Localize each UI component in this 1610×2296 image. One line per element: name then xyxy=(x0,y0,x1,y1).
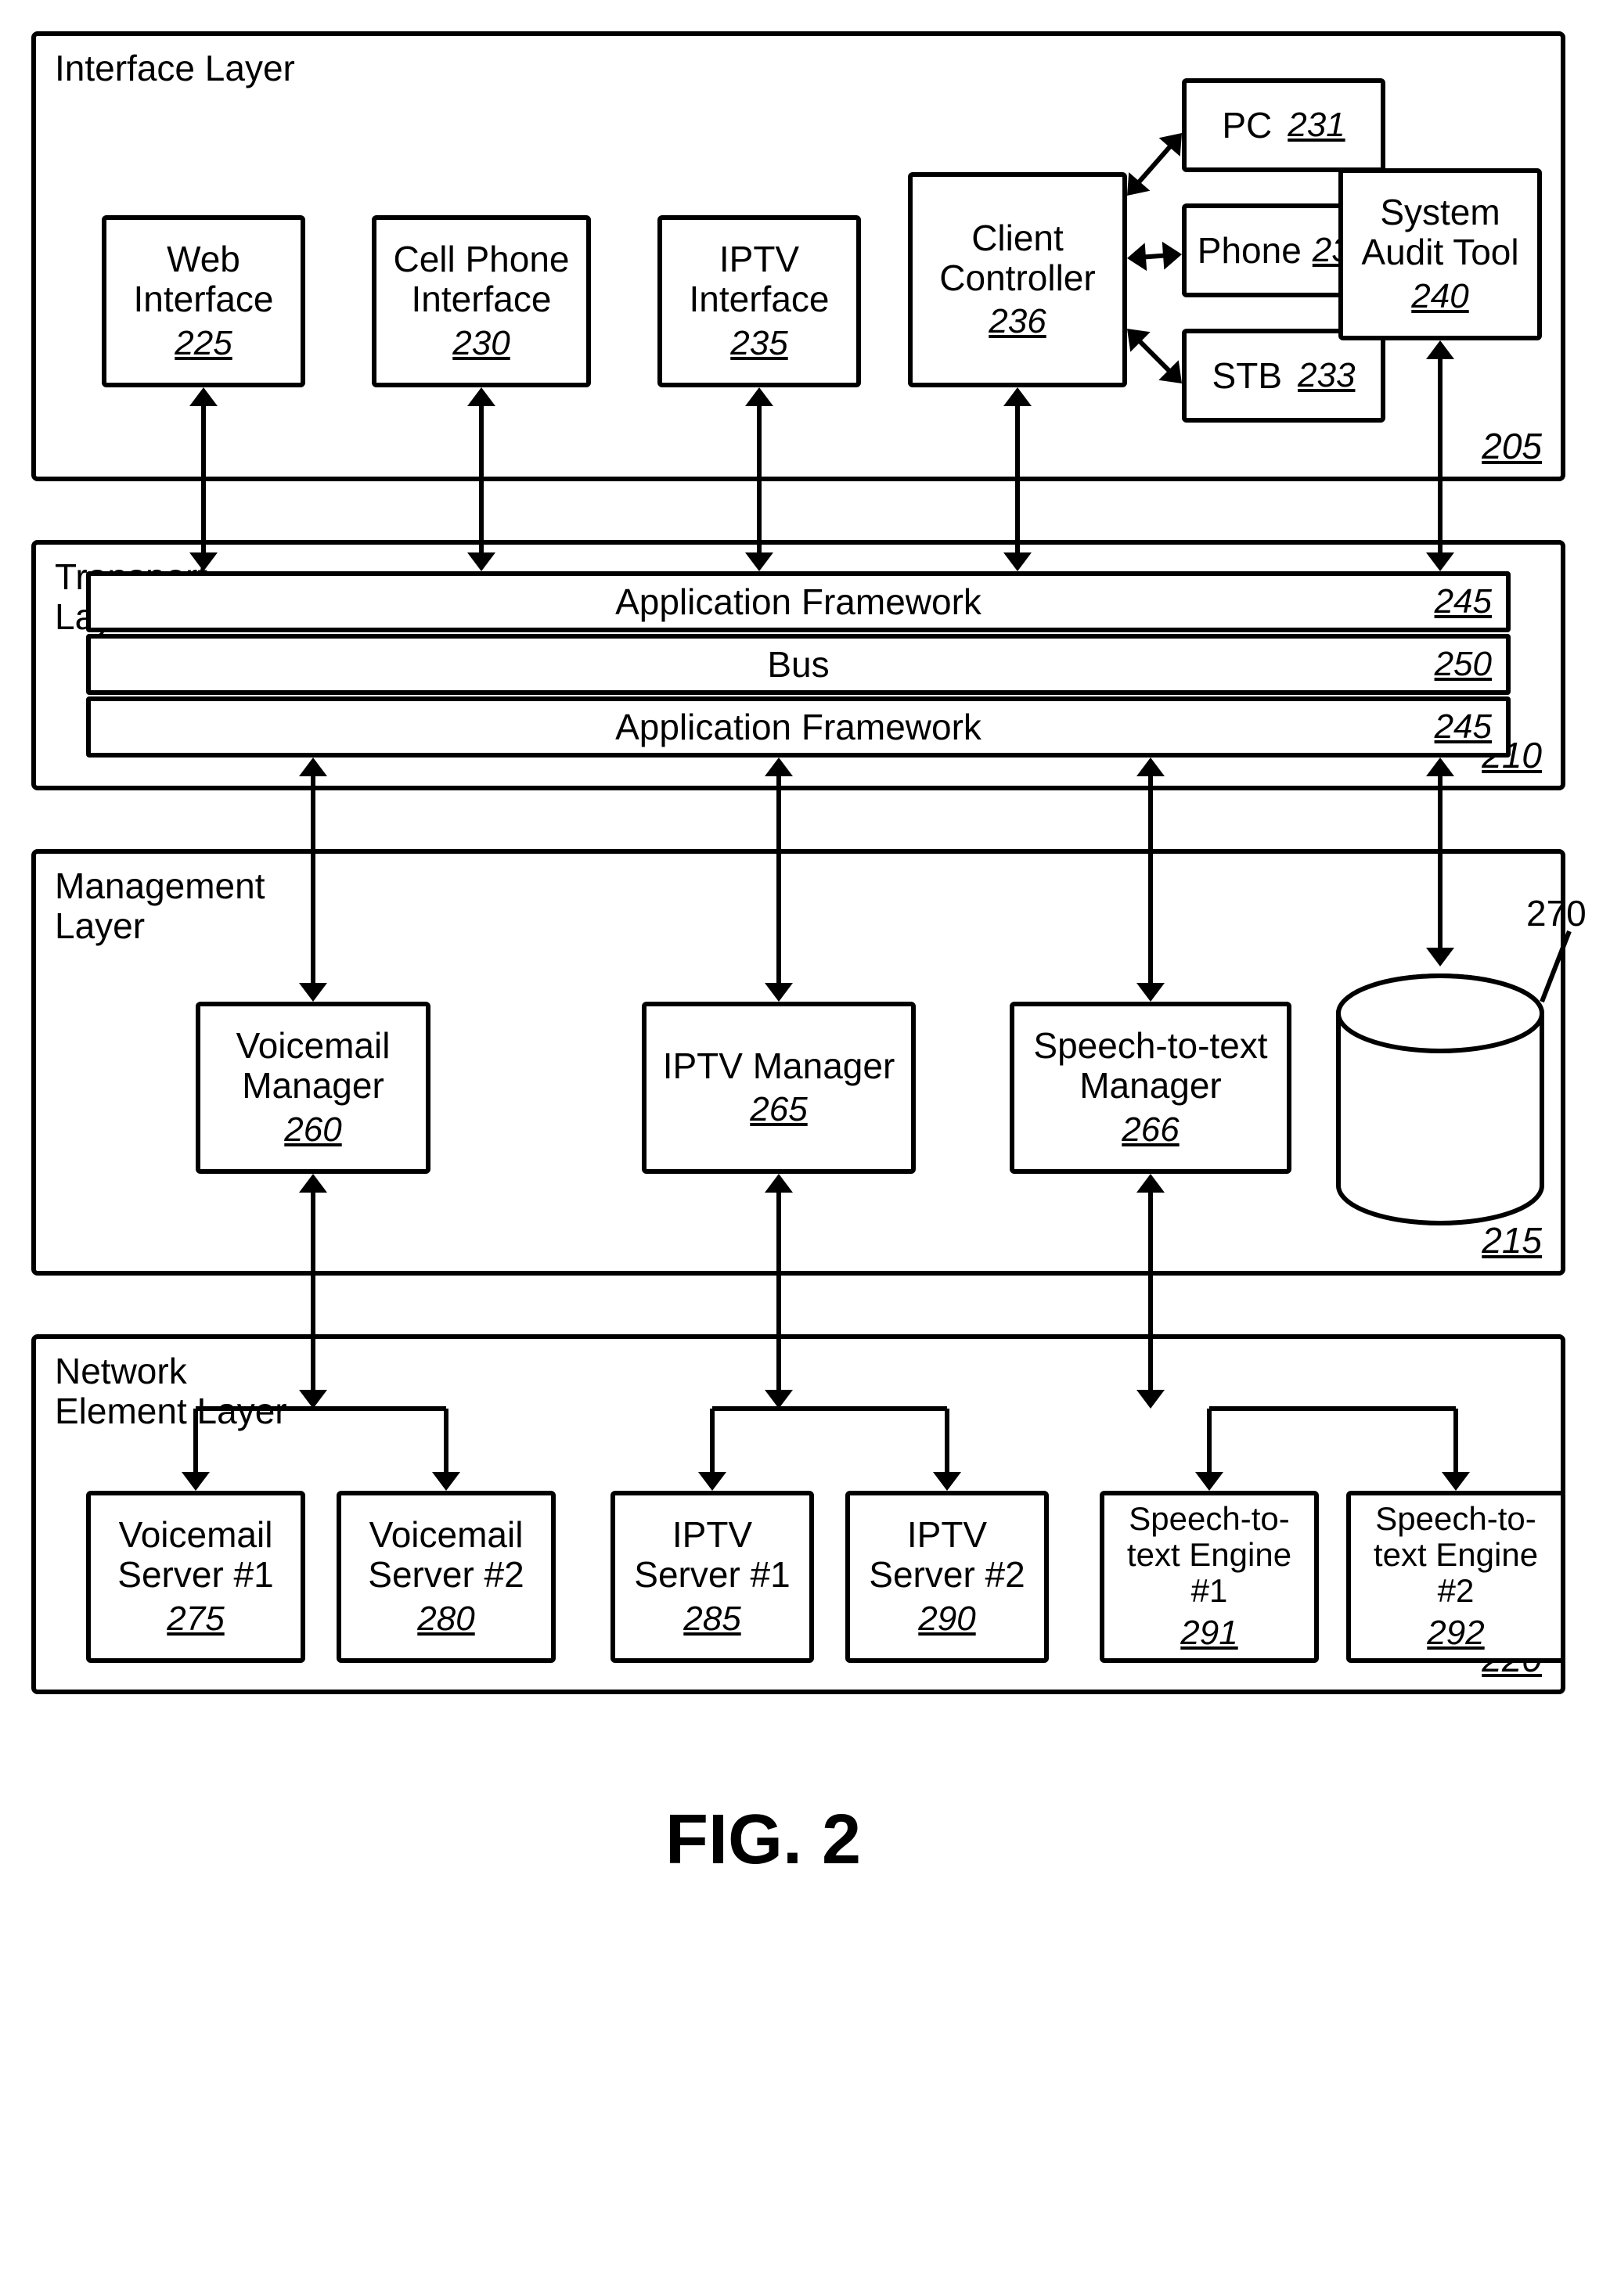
speech-to-text-manager-ref: 266 xyxy=(1122,1110,1179,1150)
iptv-manager-label: IPTV Manager xyxy=(663,1046,895,1086)
stt-engine-1-box: Speech-to- text Engine #1 291 xyxy=(1100,1491,1319,1663)
network-element-layer-title: Network Element Layer xyxy=(55,1351,287,1431)
stb-ref: 233 xyxy=(1298,356,1355,395)
stb-box: STB 233 xyxy=(1182,329,1385,423)
web-interface-box: Web Interface 225 xyxy=(102,215,305,387)
web-interface-ref: 225 xyxy=(175,324,232,363)
app-framework-top-ref: 245 xyxy=(1435,582,1492,621)
iptv-interface-ref: 235 xyxy=(730,324,787,363)
user-profile-database-label: User Profile Database xyxy=(1385,1064,1495,1183)
stt-engine-1-label: Speech-to- text Engine #1 xyxy=(1127,1501,1291,1610)
stt-engine-2-label: Speech-to- text Engine #2 xyxy=(1374,1501,1538,1610)
phone-label: Phone xyxy=(1198,231,1302,271)
management-layer-ref: 215 xyxy=(1482,1219,1542,1261)
iptv-server-1-box: IPTV Server #1 285 xyxy=(611,1491,814,1663)
app-framework-bottom-bar: Application Framework 245 xyxy=(86,696,1511,758)
system-audit-tool-ref: 240 xyxy=(1411,277,1468,316)
speech-to-text-manager-box: Speech-to-text Manager 266 xyxy=(1010,1002,1291,1174)
figure-caption: FIG. 2 xyxy=(665,1800,861,1880)
voicemail-server-1-box: Voicemail Server #1 275 xyxy=(86,1491,305,1663)
iptv-interface-box: IPTV Interface 235 xyxy=(657,215,861,387)
voicemail-server-2-label: Voicemail Server #2 xyxy=(368,1515,524,1594)
system-audit-tool-box: System Audit Tool 240 xyxy=(1338,168,1542,340)
pc-ref: 231 xyxy=(1288,106,1345,145)
iptv-server-2-ref: 290 xyxy=(918,1600,975,1639)
interface-layer-title: Interface Layer xyxy=(55,49,295,88)
voicemail-server-1-ref: 275 xyxy=(167,1600,224,1639)
app-framework-bottom-label: Application Framework xyxy=(615,706,981,748)
iptv-server-1-label: IPTV Server #1 xyxy=(634,1515,790,1594)
stt-engine-2-box: Speech-to- text Engine #2 292 xyxy=(1346,1491,1565,1663)
management-layer-title: Management Layer xyxy=(55,866,265,945)
iptv-manager-ref: 265 xyxy=(750,1090,807,1129)
bus-ref: 250 xyxy=(1435,645,1492,684)
voicemail-server-1-label: Voicemail Server #1 xyxy=(117,1515,273,1594)
cell-phone-interface-ref: 230 xyxy=(452,324,510,363)
bus-label: Bus xyxy=(767,643,829,686)
system-audit-tool-label: System Audit Tool xyxy=(1361,193,1518,272)
diagram-canvas: Interface Layer 205 Transport Layer 210 … xyxy=(16,16,1581,2246)
voicemail-manager-box: Voicemail Manager 260 xyxy=(196,1002,430,1174)
iptv-server-2-label: IPTV Server #2 xyxy=(869,1515,1025,1594)
iptv-interface-label: IPTV Interface xyxy=(690,239,830,318)
iptv-manager-box: IPTV Manager 265 xyxy=(642,1002,916,1174)
client-controller-ref: 236 xyxy=(989,302,1046,341)
client-controller-label: Client Controller xyxy=(939,218,1095,297)
stb-label: STB xyxy=(1212,356,1282,396)
voicemail-manager-label: Voicemail Manager xyxy=(236,1026,391,1105)
bus-bar: Bus 250 xyxy=(86,634,1511,695)
pc-box: PC 231 xyxy=(1182,78,1385,172)
stt-engine-1-ref: 291 xyxy=(1180,1614,1237,1653)
voicemail-server-2-ref: 280 xyxy=(417,1600,474,1639)
voicemail-server-2-box: Voicemail Server #2 280 xyxy=(337,1491,556,1663)
pc-label: PC xyxy=(1222,106,1272,146)
iptv-server-2-box: IPTV Server #2 290 xyxy=(845,1491,1049,1663)
cell-phone-interface-label: Cell Phone Interface xyxy=(393,239,569,318)
app-framework-top-label: Application Framework xyxy=(615,581,981,623)
speech-to-text-manager-label: Speech-to-text Manager xyxy=(1033,1026,1267,1105)
app-framework-top-bar: Application Framework 245 xyxy=(86,571,1511,632)
cell-phone-interface-box: Cell Phone Interface 230 xyxy=(372,215,591,387)
voicemail-manager-ref: 260 xyxy=(284,1110,341,1150)
client-controller-box: Client Controller 236 xyxy=(908,172,1127,387)
iptv-server-1-ref: 285 xyxy=(683,1600,740,1639)
user-profile-database-ref: 270 xyxy=(1526,892,1587,934)
stt-engine-2-ref: 292 xyxy=(1427,1614,1484,1653)
web-interface-label: Web Interface xyxy=(134,239,274,318)
interface-layer-ref: 205 xyxy=(1482,425,1542,467)
app-framework-bottom-ref: 245 xyxy=(1435,707,1492,747)
